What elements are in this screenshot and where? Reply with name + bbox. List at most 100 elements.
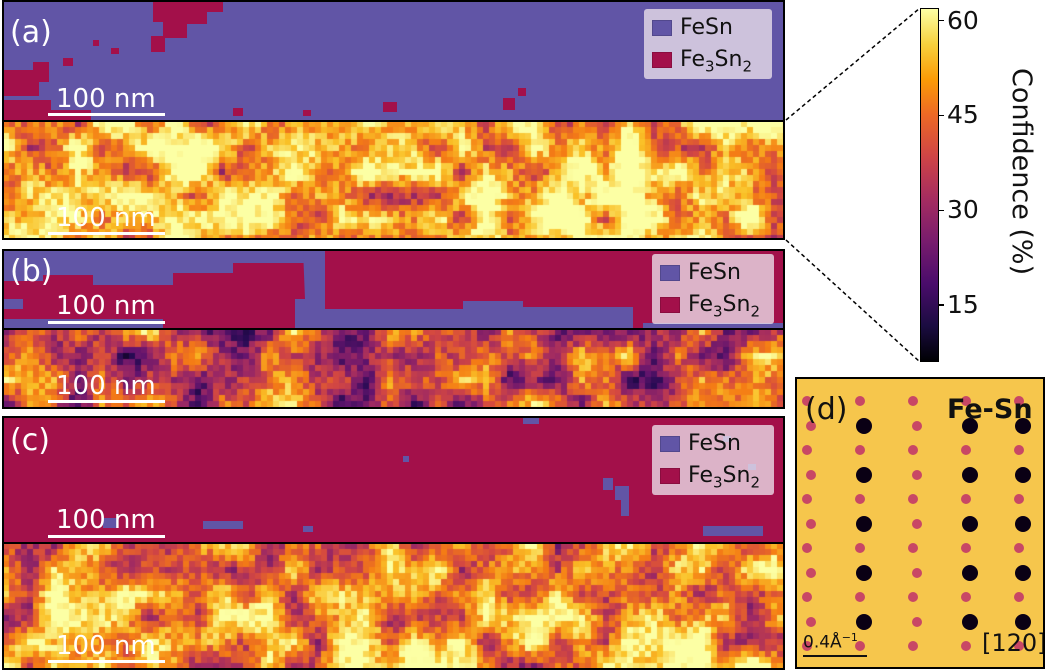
panel-a-confidence-canvas: [3, 121, 785, 240]
diffraction-spot: [855, 396, 865, 406]
legend-label-fesn: FeSn: [680, 15, 733, 40]
diffraction-spot: [806, 470, 816, 480]
diffraction-spot: [856, 565, 872, 581]
diffraction-spot: [802, 543, 812, 553]
diffraction-spot: [962, 516, 978, 532]
panel-c-confidence-map: 100 nm: [3, 543, 785, 669]
legend-label-fe3sn2: Fe3Sn2: [680, 47, 753, 76]
diffraction-spot: [1014, 641, 1024, 651]
diffraction-spot: [962, 467, 978, 483]
diffraction-spot: [855, 641, 865, 651]
panel-a-bottom-scale-text: 100 nm: [56, 203, 156, 233]
diffraction-spot: [1015, 614, 1031, 630]
diffraction-spot: [855, 543, 865, 553]
diffraction-spot: [1014, 592, 1024, 602]
diffraction-spot: [856, 516, 872, 532]
panel-b-confidence-map: 100 nm: [3, 329, 785, 408]
panel-a-bottom-scale-bar: [48, 232, 165, 235]
fesn-swatch: [660, 436, 680, 452]
panel-c-bottom-scale-bar: [48, 660, 165, 663]
panel-c-top-scale-bar: [48, 535, 165, 538]
colorbar-tick-15: [938, 304, 944, 306]
legend-label-fesn: FeSn: [688, 260, 741, 285]
diffraction-spot: [908, 543, 918, 553]
diffraction-spot: [912, 568, 922, 578]
fe3sn2-swatch: [660, 468, 680, 484]
diffraction-spot: [908, 592, 918, 602]
fe3sn2-swatch: [660, 297, 680, 313]
diffraction-spot: [961, 494, 971, 504]
panel-b-bottom-scale-text: 100 nm: [56, 371, 156, 401]
diffraction-spot: [961, 396, 971, 406]
diffraction-spot: [855, 494, 865, 504]
diffraction-spot: [962, 565, 978, 581]
diffraction-spot: [1014, 494, 1024, 504]
panel-a-label: (a): [10, 15, 52, 50]
colorbar-title: Confidence (%): [1006, 68, 1037, 276]
diffraction-spot: [1015, 467, 1031, 483]
colorbar-tick-30: [938, 209, 944, 212]
panel-c-label: (c): [10, 423, 50, 458]
panel-d-diffraction: (d) Fe-Sn [120] 0.4Å−1: [795, 377, 1045, 669]
diffraction-spot: [908, 445, 918, 455]
panel-b-phase-map: (b) 100 nm FeSn Fe3Sn2: [3, 249, 785, 329]
diffraction-spot: [908, 396, 918, 406]
legend-label-fe3sn2: Fe3Sn2: [688, 292, 761, 321]
diffraction-spot: [961, 445, 971, 455]
panel-b-legend: FeSn Fe3Sn2: [652, 254, 774, 324]
panel-a-top-scale-bar: [48, 113, 165, 116]
diffraction-spot: [806, 617, 816, 627]
panel-d-label: (d): [805, 392, 848, 427]
colorbar-tick-label-45: 45: [947, 100, 979, 130]
panel-b-label: (b): [10, 254, 53, 289]
diffraction-spot: [908, 641, 918, 651]
panel-c-bottom-scale-text: 100 nm: [56, 631, 156, 661]
diffraction-spot: [912, 617, 922, 627]
diffraction-spot: [856, 467, 872, 483]
colorbar-tick-60: [938, 19, 944, 22]
diffraction-spot: [961, 592, 971, 602]
colorbar-tick-label-60: 60: [947, 5, 979, 35]
panel-a-top-scale-text: 100 nm: [56, 84, 156, 114]
panel-a-confidence-map: 100 nm: [3, 121, 785, 240]
diffraction-spot: [1014, 396, 1024, 406]
panel-c-top-scale-text: 100 nm: [56, 505, 156, 535]
diffraction-spot: [1014, 445, 1024, 455]
colorbar: [920, 8, 939, 362]
diffraction-spot: [802, 592, 812, 602]
panel-d-diffraction-svg: [802, 396, 1031, 651]
reciprocal-scale-bar: [803, 655, 867, 657]
panel-a-legend: FeSn Fe3Sn2: [644, 9, 772, 79]
diffraction-spot: [912, 519, 922, 529]
colorbar-tick-label-30: 30: [947, 195, 979, 225]
fesn-swatch: [652, 20, 672, 36]
diffraction-spot: [802, 494, 812, 504]
diffraction-spot: [1014, 543, 1024, 553]
panel-c-confidence-canvas: [3, 543, 785, 669]
panel-d-title: Fe-Sn: [947, 394, 1033, 425]
panel-b-top-scale-bar: [48, 321, 165, 324]
panel-c-divider: [2, 542, 785, 544]
diffraction-spot: [806, 519, 816, 529]
fe3sn2-swatch: [652, 52, 672, 68]
diffraction-spot: [962, 614, 978, 630]
diffraction-spot: [806, 421, 816, 431]
diffraction-spot: [908, 494, 918, 504]
panel-b-divider: [2, 328, 785, 330]
diffraction-spot: [1015, 516, 1031, 532]
panel-a-phase-map: (a) 100 nm FeSn Fe3Sn2: [3, 0, 785, 121]
diffraction-spot: [962, 418, 978, 434]
colorbar-tick-45: [938, 114, 944, 117]
diffraction-spot: [855, 445, 865, 455]
diffraction-spot: [856, 614, 872, 630]
diffraction-spot: [802, 641, 812, 651]
legend-label-fe3sn2: Fe3Sn2: [688, 463, 761, 492]
reciprocal-scale-text: 0.4Å−1: [803, 631, 858, 653]
diffraction-spot: [961, 641, 971, 651]
diffraction-spot: [912, 421, 922, 431]
diffraction-spot: [1015, 565, 1031, 581]
legend-label-fesn: FeSn: [688, 431, 741, 456]
panel-b-top-scale-text: 100 nm: [56, 291, 156, 321]
diffraction-spot: [961, 543, 971, 553]
